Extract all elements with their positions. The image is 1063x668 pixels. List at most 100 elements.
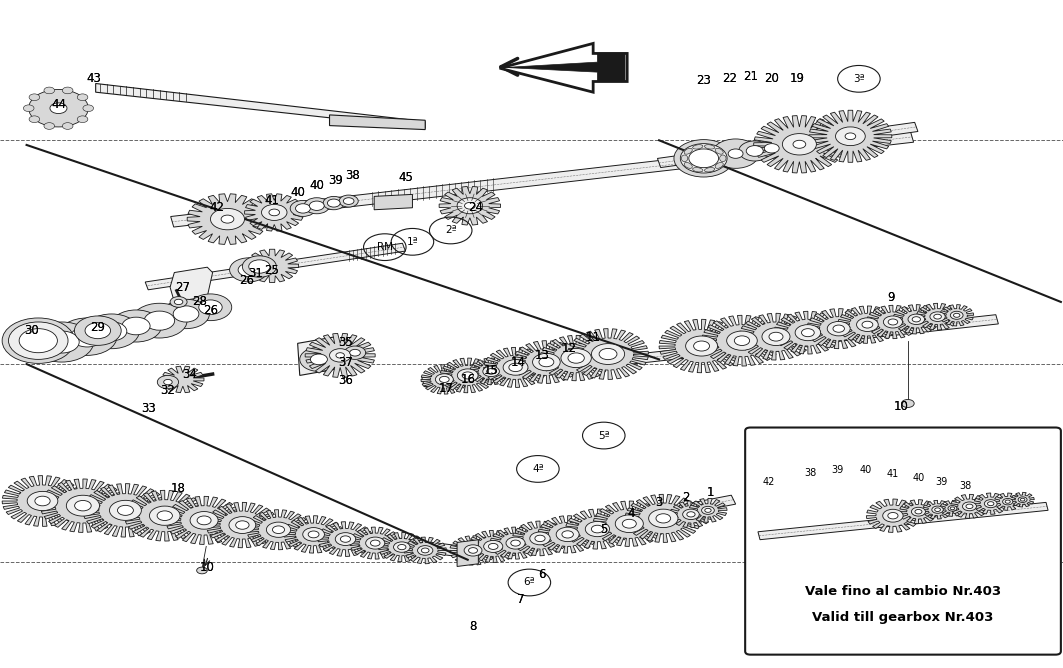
Text: 44: 44 xyxy=(51,98,66,112)
Polygon shape xyxy=(899,500,938,524)
Text: Valid till gearbox Nr.403: Valid till gearbox Nr.403 xyxy=(812,611,994,625)
Text: 30: 30 xyxy=(24,324,39,337)
Text: 3ª: 3ª xyxy=(854,74,864,84)
Text: 33: 33 xyxy=(141,402,156,415)
Ellipse shape xyxy=(84,314,139,349)
Text: 17: 17 xyxy=(439,382,454,395)
Ellipse shape xyxy=(261,204,287,220)
Ellipse shape xyxy=(712,139,759,168)
Polygon shape xyxy=(440,358,495,393)
Text: 25: 25 xyxy=(264,264,279,277)
Ellipse shape xyxy=(888,512,898,519)
Ellipse shape xyxy=(762,328,790,345)
Polygon shape xyxy=(702,315,782,366)
Ellipse shape xyxy=(238,263,259,277)
FancyBboxPatch shape xyxy=(745,428,1061,655)
Polygon shape xyxy=(974,493,1008,514)
Text: 10: 10 xyxy=(200,561,215,574)
Text: 16: 16 xyxy=(460,373,475,386)
Polygon shape xyxy=(171,132,913,227)
Text: 33: 33 xyxy=(141,402,156,415)
Ellipse shape xyxy=(272,526,285,534)
Polygon shape xyxy=(739,313,813,360)
Text: 26: 26 xyxy=(203,304,218,317)
Text: 41: 41 xyxy=(265,194,280,207)
Ellipse shape xyxy=(739,141,771,161)
Polygon shape xyxy=(468,530,519,562)
Ellipse shape xyxy=(50,103,67,114)
Ellipse shape xyxy=(506,537,525,549)
Ellipse shape xyxy=(510,540,521,546)
Polygon shape xyxy=(421,365,468,394)
Polygon shape xyxy=(378,532,425,562)
Ellipse shape xyxy=(122,317,150,335)
Ellipse shape xyxy=(308,531,319,538)
Ellipse shape xyxy=(693,168,703,172)
Ellipse shape xyxy=(457,198,483,214)
Text: 10: 10 xyxy=(894,399,909,413)
Text: 2: 2 xyxy=(681,491,690,504)
Ellipse shape xyxy=(421,548,429,553)
Polygon shape xyxy=(512,341,580,383)
Polygon shape xyxy=(916,303,959,330)
Ellipse shape xyxy=(109,500,141,520)
Text: RM: RM xyxy=(376,242,393,252)
Polygon shape xyxy=(298,337,338,375)
Text: 35: 35 xyxy=(338,335,353,349)
Text: 37: 37 xyxy=(338,355,353,369)
Polygon shape xyxy=(244,194,304,231)
Ellipse shape xyxy=(164,379,172,385)
Ellipse shape xyxy=(117,506,134,516)
Text: 20: 20 xyxy=(764,72,779,86)
Polygon shape xyxy=(659,319,744,373)
Ellipse shape xyxy=(934,508,941,512)
Ellipse shape xyxy=(197,516,212,525)
Ellipse shape xyxy=(562,531,573,538)
Text: 24: 24 xyxy=(468,200,483,214)
Ellipse shape xyxy=(915,510,922,514)
Ellipse shape xyxy=(533,353,560,371)
Ellipse shape xyxy=(758,140,786,157)
Ellipse shape xyxy=(586,522,609,536)
Circle shape xyxy=(44,87,54,94)
Text: 39: 39 xyxy=(831,466,844,475)
Ellipse shape xyxy=(950,311,963,319)
Polygon shape xyxy=(670,501,712,528)
Ellipse shape xyxy=(687,512,695,517)
Text: 45: 45 xyxy=(399,170,414,184)
Polygon shape xyxy=(866,305,919,339)
Polygon shape xyxy=(83,484,168,537)
Ellipse shape xyxy=(680,144,727,173)
Polygon shape xyxy=(374,194,412,210)
Ellipse shape xyxy=(908,314,925,325)
Ellipse shape xyxy=(720,155,726,162)
Ellipse shape xyxy=(694,341,710,351)
Ellipse shape xyxy=(529,532,551,545)
Text: 22: 22 xyxy=(722,72,737,86)
Polygon shape xyxy=(162,366,204,393)
Ellipse shape xyxy=(793,140,806,148)
Text: 40: 40 xyxy=(309,179,324,192)
Polygon shape xyxy=(40,479,125,532)
Polygon shape xyxy=(758,502,1048,540)
Text: 38: 38 xyxy=(804,468,816,478)
Text: 22: 22 xyxy=(722,72,737,86)
Text: 42: 42 xyxy=(762,478,775,487)
Ellipse shape xyxy=(535,535,545,542)
Ellipse shape xyxy=(336,353,344,358)
Ellipse shape xyxy=(28,334,49,347)
Ellipse shape xyxy=(366,537,385,549)
Ellipse shape xyxy=(889,319,897,325)
Ellipse shape xyxy=(267,522,290,537)
Polygon shape xyxy=(500,43,627,92)
Text: 34: 34 xyxy=(182,367,197,381)
Text: 44: 44 xyxy=(51,98,66,112)
Polygon shape xyxy=(170,267,213,302)
Ellipse shape xyxy=(170,297,187,307)
Polygon shape xyxy=(809,110,892,162)
Ellipse shape xyxy=(769,332,783,341)
Text: 26: 26 xyxy=(203,304,218,317)
Circle shape xyxy=(23,105,34,112)
Ellipse shape xyxy=(1006,500,1010,503)
Text: 4: 4 xyxy=(627,506,636,520)
